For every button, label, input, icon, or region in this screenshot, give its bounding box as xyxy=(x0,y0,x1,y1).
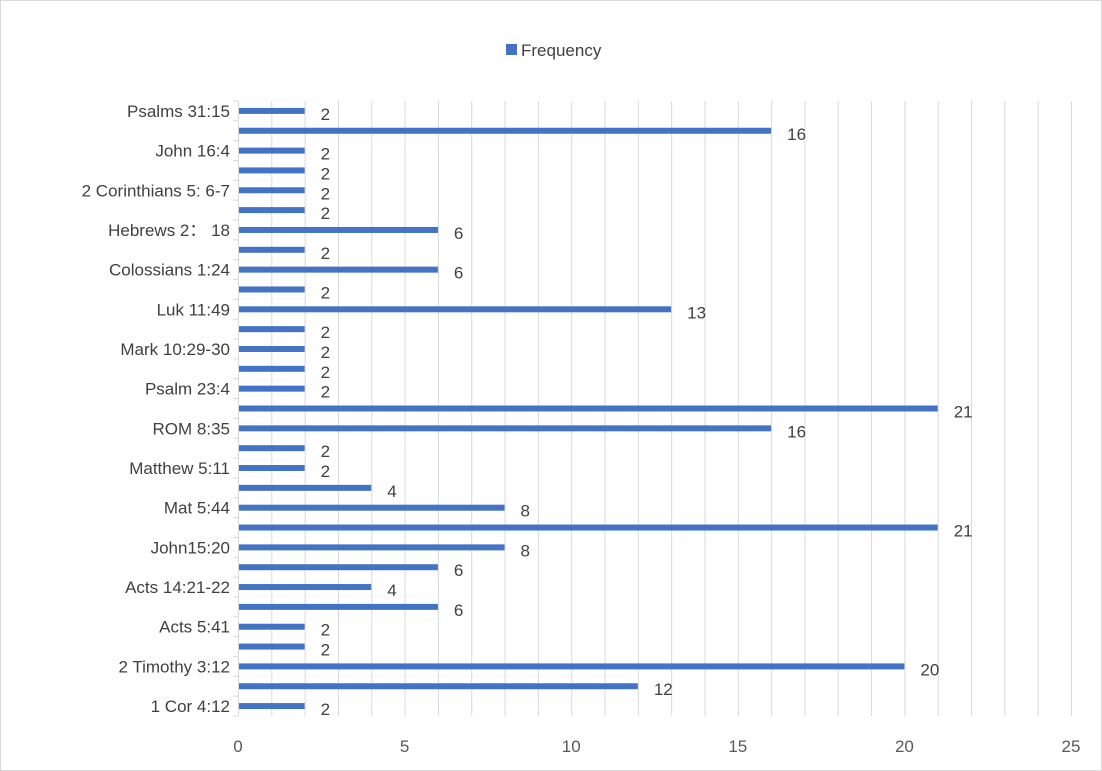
bar xyxy=(239,484,372,491)
data-label: 2 xyxy=(321,244,330,263)
data-label: 20 xyxy=(920,660,939,679)
category-label: Mark 10:29-30 xyxy=(120,340,230,359)
bar xyxy=(239,246,305,253)
data-label: 16 xyxy=(787,422,806,441)
data-label: 6 xyxy=(454,601,463,620)
category-label: Matthew 5:11 xyxy=(129,459,230,478)
x-tick-label: 10 xyxy=(562,737,581,756)
bar xyxy=(239,326,305,333)
data-label: 2 xyxy=(321,700,330,719)
data-label: 6 xyxy=(454,264,463,283)
category-label: Psalms 31:15 xyxy=(127,102,230,121)
bar xyxy=(239,365,305,372)
bar xyxy=(239,445,305,452)
bar xyxy=(239,544,505,551)
data-label: 4 xyxy=(387,581,396,600)
data-label: 6 xyxy=(454,224,463,243)
x-tick-label: 20 xyxy=(895,737,914,756)
bar xyxy=(239,703,305,710)
legend-label: Frequency xyxy=(521,41,602,60)
category-label: Acts 5:41 xyxy=(159,618,230,637)
category-label: Psalm 23:4 xyxy=(145,380,230,399)
data-label: 2 xyxy=(321,145,330,164)
data-label: 2 xyxy=(321,442,330,461)
bar xyxy=(239,306,672,313)
category-label: John15:20 xyxy=(151,538,230,557)
data-label: 2 xyxy=(321,462,330,481)
legend-swatch xyxy=(506,44,517,55)
bar xyxy=(239,504,505,511)
bar xyxy=(239,564,438,571)
data-label: 13 xyxy=(687,303,706,322)
bar xyxy=(239,584,372,591)
category-label: Mat 5:44 xyxy=(164,499,230,518)
data-label: 8 xyxy=(521,541,530,560)
data-label: 2 xyxy=(321,641,330,660)
bars-layer xyxy=(239,107,938,710)
bar xyxy=(239,107,305,114)
data-label: 12 xyxy=(654,680,673,699)
data-label: 6 xyxy=(454,561,463,580)
data-label: 2 xyxy=(321,184,330,203)
category-label: ROM 8:35 xyxy=(153,419,230,438)
bar xyxy=(239,286,305,293)
data-label: 2 xyxy=(321,343,330,362)
data-label: 21 xyxy=(954,403,973,422)
data-label: 2 xyxy=(321,164,330,183)
data-label: 2 xyxy=(321,383,330,402)
category-label: Colossians 1:24 xyxy=(109,261,230,280)
bar xyxy=(239,266,438,273)
data-label: 21 xyxy=(954,522,973,541)
data-label: 2 xyxy=(321,363,330,382)
bar xyxy=(239,226,438,233)
data-label: 2 xyxy=(321,204,330,223)
category-label: John 16:4 xyxy=(155,142,230,161)
data-label: 2 xyxy=(321,105,330,124)
bar xyxy=(239,345,305,352)
x-tick-label: 0 xyxy=(233,737,242,756)
bar xyxy=(239,425,772,432)
bar xyxy=(239,623,305,630)
bar xyxy=(239,187,305,194)
category-label: Hebrews 2： 18 xyxy=(108,221,230,240)
x-tick-label: 25 xyxy=(1062,737,1081,756)
data-label: 4 xyxy=(387,482,396,501)
labels-layer: 21622226262132222211622482186462220122Ps… xyxy=(82,102,973,719)
category-label: 2 Timothy 3:12 xyxy=(118,657,230,676)
bar xyxy=(239,405,938,412)
category-label: 2 Corinthians 5: 6-7 xyxy=(82,181,230,200)
bar xyxy=(239,663,905,670)
bar xyxy=(239,167,305,174)
legend: Frequency xyxy=(506,41,602,60)
bar xyxy=(239,603,438,610)
data-label: 2 xyxy=(321,323,330,342)
bar xyxy=(239,385,305,392)
x-tick-label: 5 xyxy=(400,737,409,756)
data-label: 16 xyxy=(787,125,806,144)
category-label: 1 Cor 4:12 xyxy=(151,697,230,716)
bar xyxy=(239,524,938,531)
data-label: 2 xyxy=(321,283,330,302)
category-label: Luk 11:49 xyxy=(157,300,230,319)
bar xyxy=(239,465,305,472)
x-tick-label: 15 xyxy=(728,737,747,756)
bar xyxy=(239,643,305,650)
bar xyxy=(239,207,305,214)
data-label: 8 xyxy=(521,502,530,521)
bar xyxy=(239,147,305,154)
ticks-layer: 0 5 10 15 20 25 xyxy=(233,737,1080,756)
bar xyxy=(239,127,772,134)
data-label: 2 xyxy=(321,621,330,640)
category-label: Acts 14:21-22 xyxy=(125,578,230,597)
bar xyxy=(239,683,638,690)
